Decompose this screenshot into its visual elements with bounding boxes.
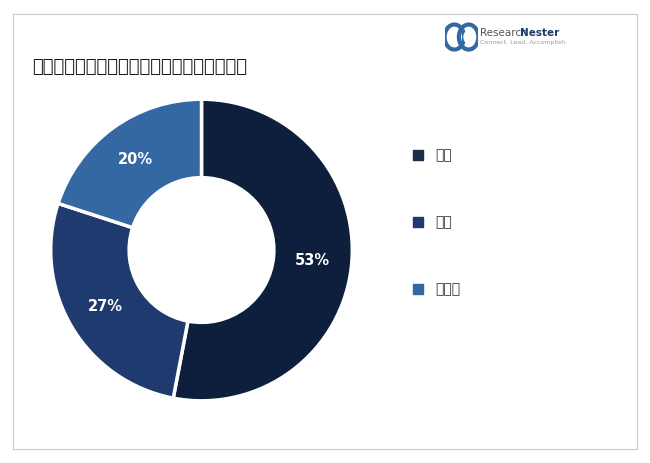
Text: Connect. Lead. Accomplish.: Connect. Lead. Accomplish. xyxy=(480,40,567,45)
Wedge shape xyxy=(58,99,202,228)
Text: 20%: 20% xyxy=(118,152,153,167)
Text: Research: Research xyxy=(480,28,530,38)
Wedge shape xyxy=(51,203,188,398)
Text: 毎日: 毎日 xyxy=(436,215,452,229)
Text: 血液透析と腹膜透析市場一タイプによる分類: 血液透析と腹膜透析市場一タイプによる分類 xyxy=(32,58,248,76)
Text: 夜間性: 夜間性 xyxy=(436,282,460,296)
Wedge shape xyxy=(174,99,352,401)
Text: 53%: 53% xyxy=(295,253,330,268)
Text: Nester: Nester xyxy=(520,28,559,38)
Circle shape xyxy=(449,30,460,44)
Text: 27%: 27% xyxy=(88,299,123,314)
Circle shape xyxy=(463,30,474,44)
Text: 従来: 従来 xyxy=(436,148,452,162)
Text: ➿: ➿ xyxy=(445,20,457,40)
